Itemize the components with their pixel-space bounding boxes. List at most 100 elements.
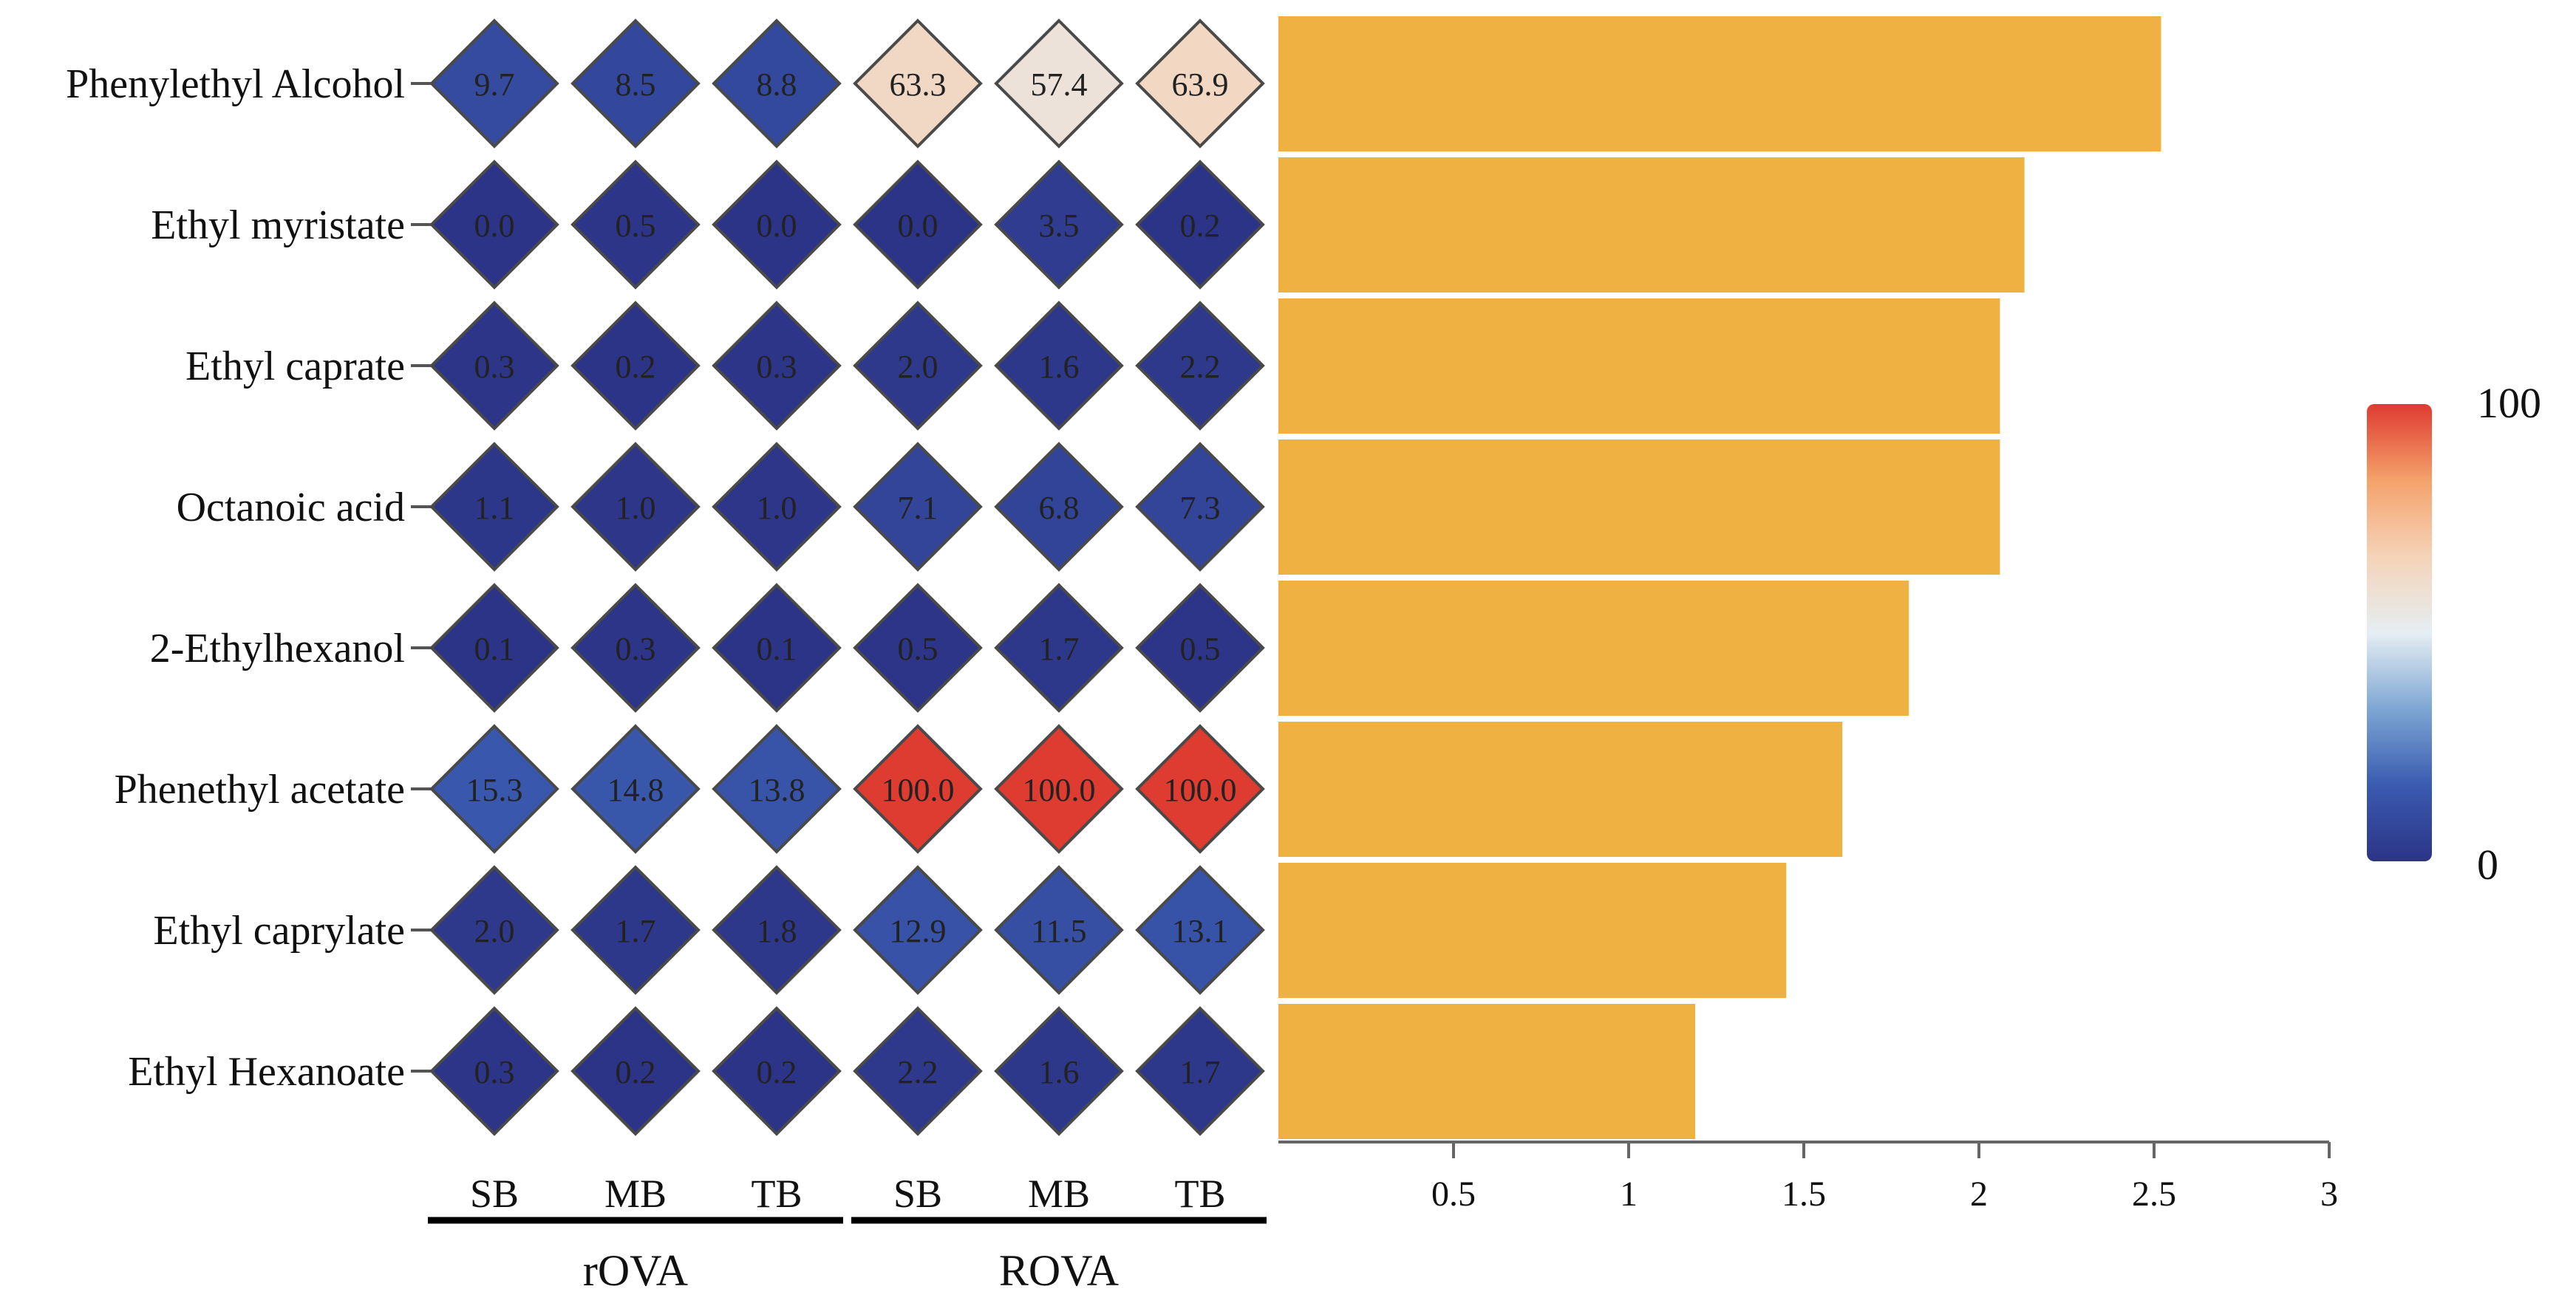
row-label: Ethyl caprate — [185, 343, 405, 389]
heatmap-diamond — [994, 160, 1124, 290]
cell-value: 0.3 — [616, 631, 656, 667]
cell-value: 0.5 — [1180, 631, 1221, 667]
heatmap-diamond — [994, 865, 1124, 995]
cell-value: 1.1 — [474, 490, 515, 526]
row-label: Ethyl Hexanoate — [128, 1049, 405, 1095]
cell-value: 6.8 — [1039, 490, 1080, 526]
heatmap-diamond — [429, 865, 559, 995]
heatmap-diamond — [429, 1006, 559, 1136]
heatmap-diamond — [853, 301, 983, 431]
heatmap-diamond — [429, 160, 559, 290]
x-tick-label: 2.5 — [2132, 1175, 2176, 1214]
heatmap-diamond — [1135, 583, 1265, 713]
cell-value: 2.2 — [898, 1054, 938, 1090]
heatmap-diamond — [570, 160, 701, 290]
cell-value: 7.1 — [898, 490, 938, 526]
bar — [1278, 722, 1843, 857]
heatmap-diamond — [1135, 18, 1265, 148]
colorbar-legend: 100 0 — [2367, 379, 2541, 889]
heatmap-diamond — [853, 583, 983, 713]
group-label: ROVA — [999, 1246, 1119, 1295]
cell-value: 0.0 — [757, 208, 797, 244]
bar — [1278, 298, 2000, 434]
cell-value: 1.7 — [616, 913, 656, 949]
heatmap-diamond — [994, 583, 1124, 713]
cell-value: 1.6 — [1039, 349, 1080, 385]
heatmap-diamond — [1135, 301, 1265, 431]
bar — [1278, 581, 1909, 716]
cell-value: 0.2 — [1180, 208, 1221, 244]
cell-value: 0.3 — [474, 349, 515, 385]
heatmap-diamond — [570, 301, 701, 431]
cell-value: 14.8 — [607, 772, 664, 808]
column-label: SB — [893, 1172, 942, 1216]
column-label: TB — [1174, 1172, 1225, 1216]
cell-value: 9.7 — [474, 66, 515, 103]
heatmap-diamond — [1135, 1006, 1265, 1136]
column-label: MB — [1028, 1172, 1090, 1216]
row-labels: Phenylethyl Alcohol Ethyl myristate Ethyl … — [66, 61, 405, 1095]
row-label: Phenylethyl Alcohol — [66, 61, 405, 107]
heatmap-diamond — [429, 301, 559, 431]
heatmap-diamond — [429, 18, 559, 148]
heatmap-diamond — [853, 442, 983, 572]
cell-value: 100.0 — [1023, 772, 1096, 808]
heatmap-diamond — [1135, 865, 1265, 995]
cell-value: 7.3 — [1180, 490, 1221, 526]
cell-value: 63.3 — [890, 66, 947, 103]
heatmap-diamond — [994, 724, 1124, 854]
cell-value: 0.0 — [898, 208, 938, 244]
cell-value: 1.7 — [1039, 631, 1080, 667]
cell-value: 11.5 — [1031, 913, 1086, 949]
cell-value: 63.9 — [1172, 66, 1229, 103]
cell-value: 3.5 — [1039, 208, 1080, 244]
heatmap-diamond — [853, 18, 983, 148]
cell-value: 1.8 — [757, 913, 797, 949]
heatmap-diamond — [853, 865, 983, 995]
column-label: TB — [751, 1172, 802, 1216]
group-label: rOVA — [583, 1246, 688, 1295]
bar — [1278, 157, 2025, 293]
heatmap-diamond — [853, 160, 983, 290]
heatmap-diamond — [712, 18, 842, 148]
cell-value: 12.9 — [890, 913, 947, 949]
heatmap-diamond — [712, 724, 842, 854]
heatmap-diamond — [994, 301, 1124, 431]
heatmap-diamond — [570, 1006, 701, 1136]
group-labels: rOVA ROVA — [428, 1217, 1267, 1295]
x-tick-label: 3 — [2320, 1175, 2338, 1214]
heatmap-cells: 9.7 8.5 8.8 63.3 57.4 63.9 0.0 0.5 0.0 0.0 3.5 0.2 0… — [429, 18, 1265, 1136]
x-axis: 0.5 1 1.5 2 2.5 3 — [1278, 1141, 2338, 1214]
heatmap-diamond — [429, 724, 559, 854]
cell-value: 13.1 — [1172, 913, 1229, 949]
heatmap-diamond — [712, 160, 842, 290]
cell-value: 0.5 — [616, 208, 656, 244]
x-tick-label: 1 — [1620, 1175, 1638, 1214]
column-labels: SB MB TB SB MB TB — [470, 1172, 1226, 1216]
bar — [1278, 1004, 1696, 1139]
row-label: 2-Ethylhexanol — [150, 626, 405, 671]
cell-value: 8.8 — [757, 66, 797, 103]
heatmap-diamond — [712, 442, 842, 572]
heatmap-diamond — [429, 583, 559, 713]
cell-value: 8.5 — [616, 66, 656, 103]
heatmap-diamond — [712, 1006, 842, 1136]
heatmap-diamond — [570, 442, 701, 572]
row-label: Ethyl caprylate — [153, 908, 405, 954]
cell-value: 1.6 — [1039, 1054, 1080, 1090]
cell-value: 2.0 — [474, 913, 515, 949]
bar-series — [1278, 16, 2161, 1139]
heatmap-diamond — [570, 18, 701, 148]
row-label: Octanoic acid — [177, 485, 405, 530]
cell-value: 0.5 — [898, 631, 938, 667]
heatmap-diamond — [570, 865, 701, 995]
x-tick-label: 0.5 — [1431, 1175, 1476, 1214]
cell-value: 2.0 — [898, 349, 938, 385]
row-connectors — [411, 82, 432, 1073]
heatmap-diamond — [570, 583, 701, 713]
heatmap-diamond — [853, 1006, 983, 1136]
cell-value: 0.2 — [616, 1054, 656, 1090]
cell-value: 15.3 — [466, 772, 523, 808]
heatmap-diamond — [994, 442, 1124, 572]
